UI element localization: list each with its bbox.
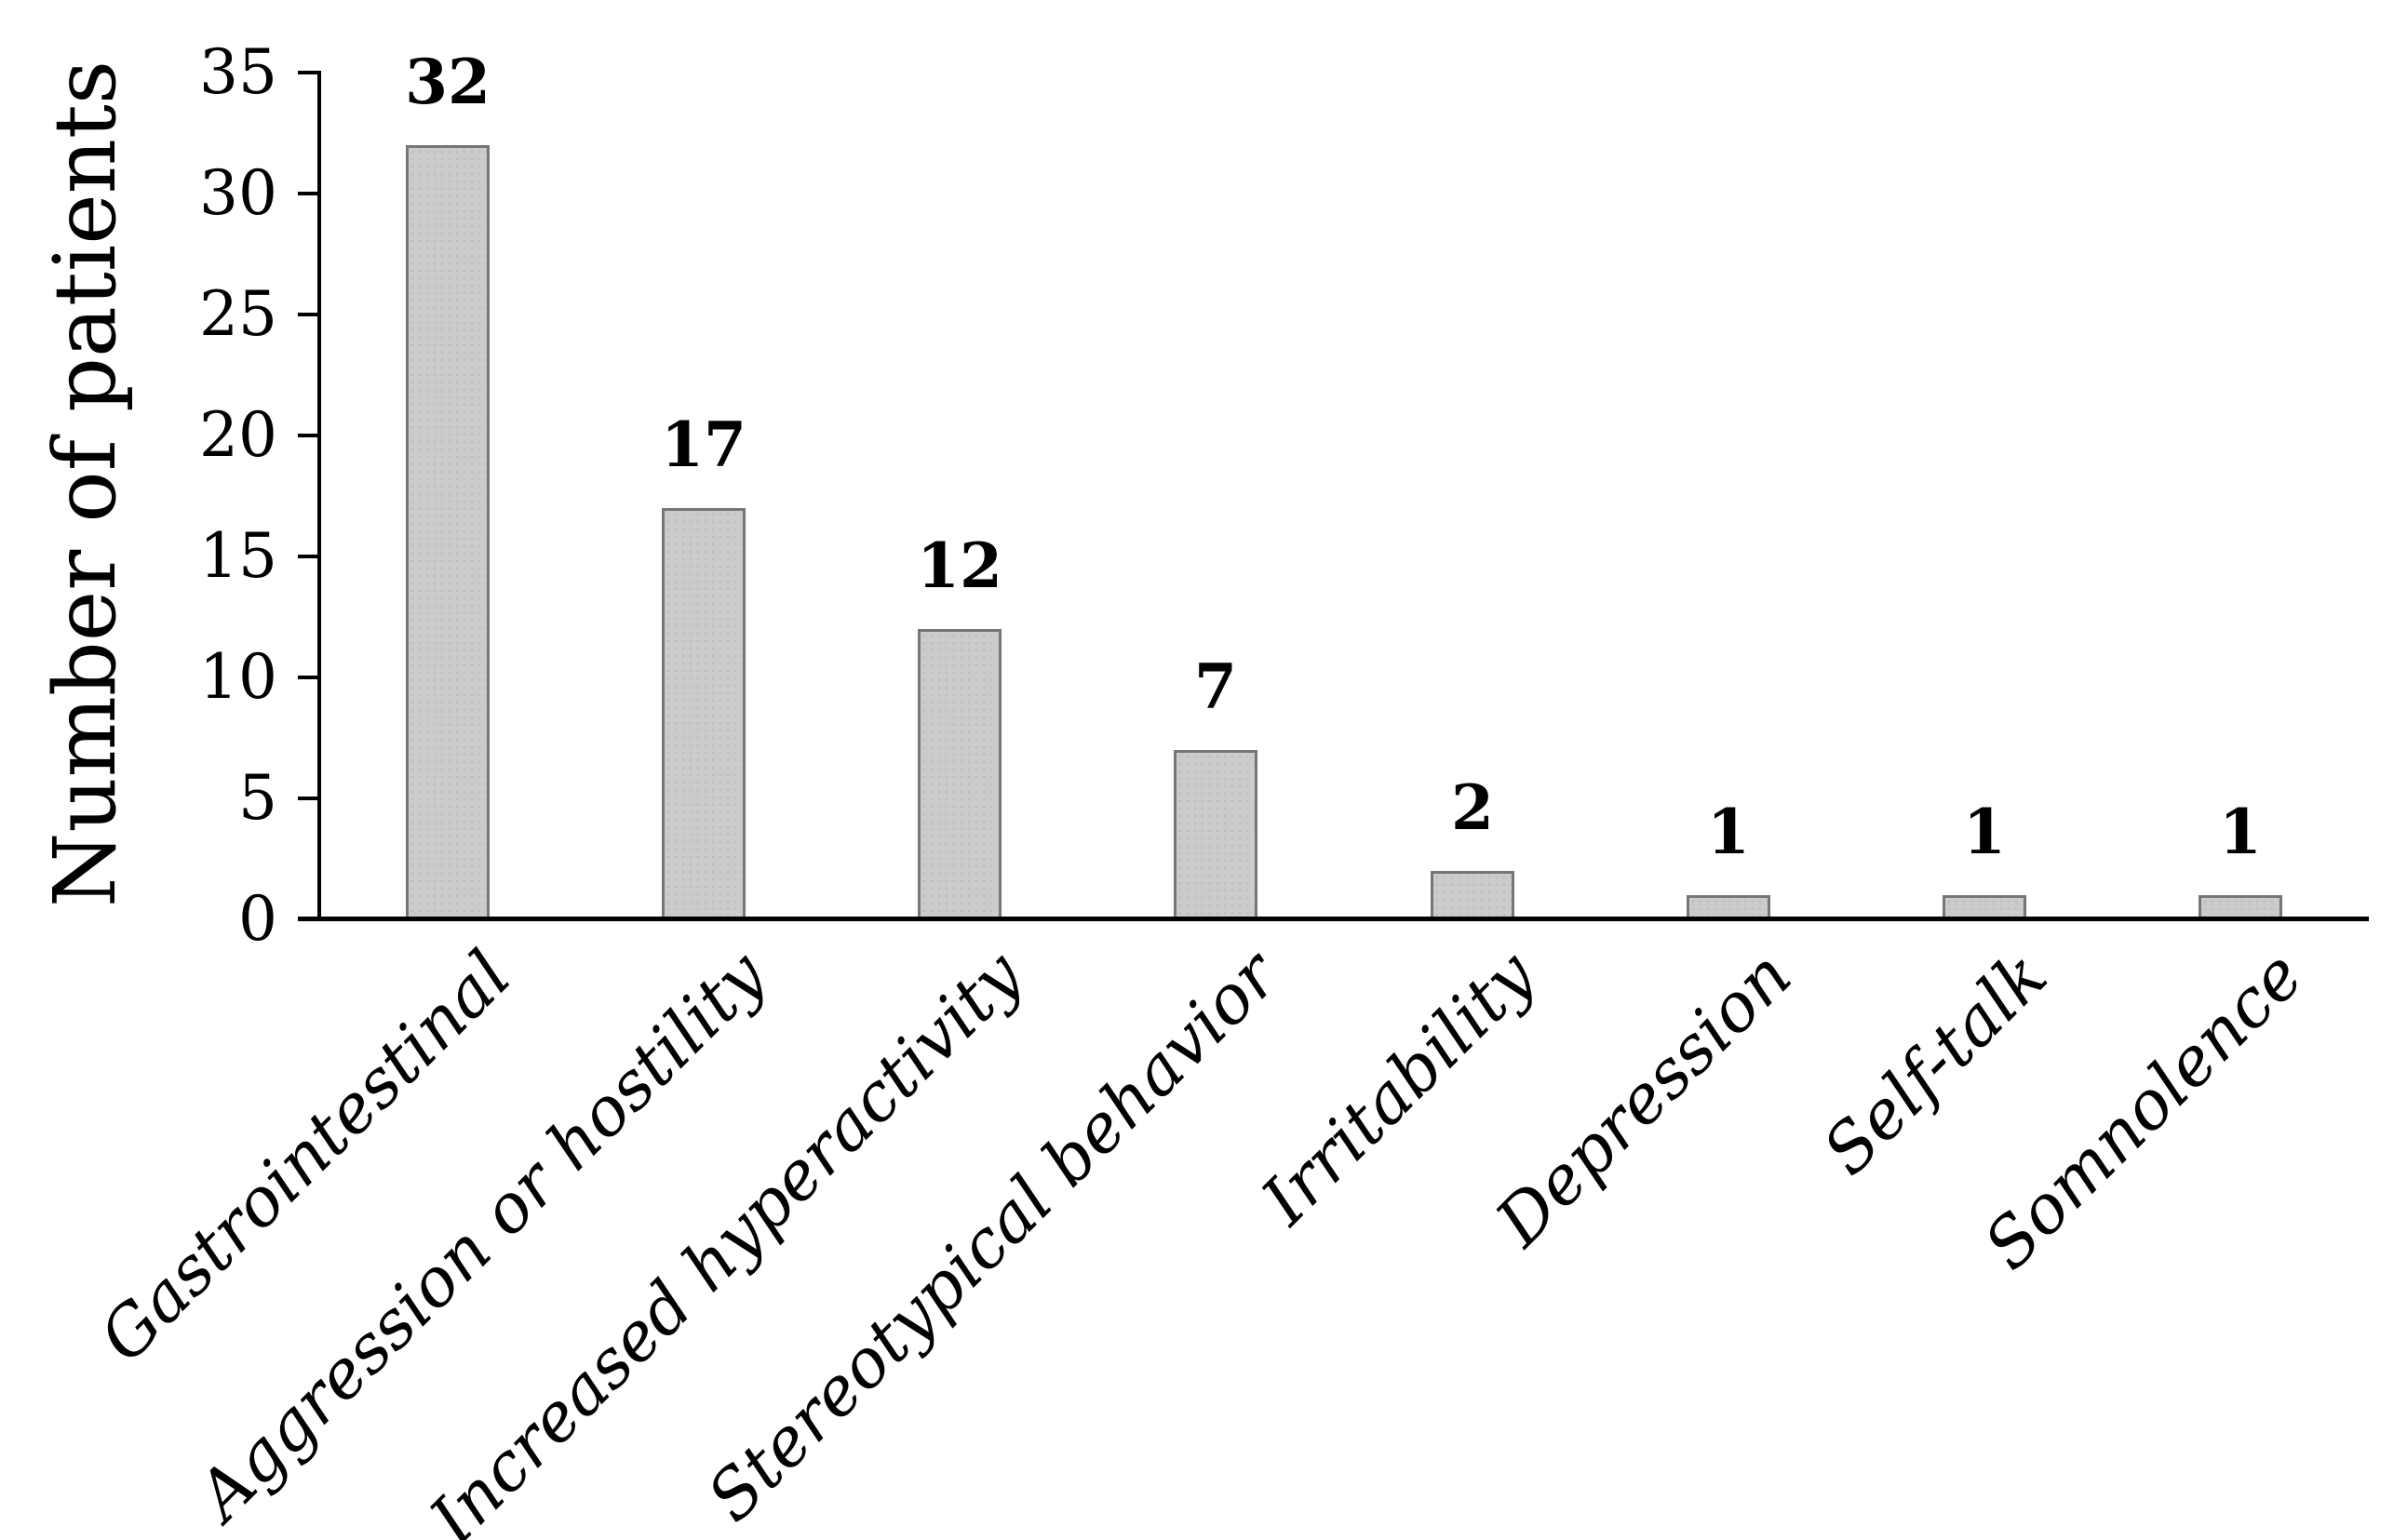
bar [1943, 895, 2026, 919]
y-axis-line [317, 71, 321, 919]
bar-value-label: 1 [2219, 796, 2262, 868]
y-tick-label: 0 [238, 883, 277, 955]
x-category-label: Self-talk [1808, 935, 2063, 1190]
y-tick-label: 5 [238, 762, 277, 834]
y-axis-tick [298, 313, 319, 316]
y-tick-label: 30 [199, 157, 277, 229]
x-axis-line [298, 917, 2369, 921]
y-tick-label: 15 [199, 520, 277, 592]
y-tick-label: 10 [199, 641, 277, 713]
bar [1687, 895, 1770, 919]
y-tick-label: 25 [199, 278, 277, 350]
bar-value-label: 1 [1963, 796, 2006, 868]
y-axis-tick [298, 71, 319, 74]
bar-value-label: 17 [661, 408, 746, 481]
bar [2199, 895, 2282, 919]
bar-value-label: 7 [1194, 650, 1237, 723]
y-axis-tick [298, 676, 319, 679]
y-axis-tick [298, 797, 319, 800]
bar [1174, 750, 1257, 919]
y-axis-tick [298, 434, 319, 437]
bar [662, 508, 746, 919]
y-axis-tick [298, 555, 319, 558]
y-tick-label: 35 [199, 36, 277, 108]
bar [918, 629, 1002, 919]
bar-value-label: 2 [1451, 771, 1494, 844]
bar [406, 145, 490, 919]
bar-value-label: 32 [405, 46, 491, 118]
bar-value-label: 12 [917, 529, 1002, 602]
y-axis-title: Number of patients [35, 60, 135, 908]
y-tick-label: 20 [199, 399, 277, 471]
bar-value-label: 1 [1707, 796, 1750, 868]
y-axis-tick [298, 192, 319, 195]
bar [1431, 871, 1514, 919]
